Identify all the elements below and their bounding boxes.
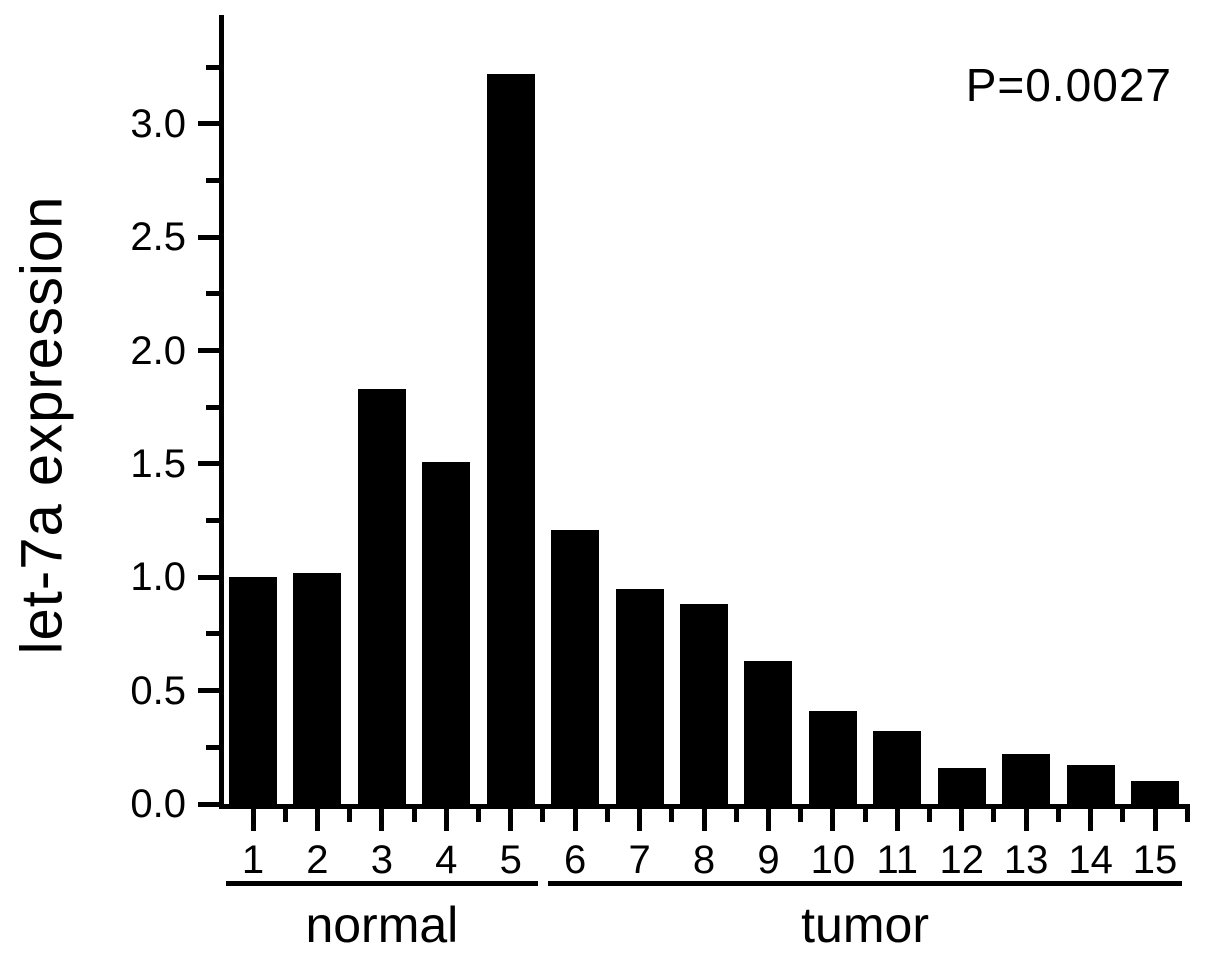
- y-axis-title: let-7a expression: [9, 195, 75, 655]
- bar-sample-9: [744, 661, 793, 804]
- x-minor-tick-mark: [604, 804, 610, 822]
- x-tick-label: 6: [564, 838, 587, 882]
- x-minor-tick-mark: [1055, 804, 1061, 822]
- y-major-tick-mark: [198, 574, 224, 580]
- x-major-tick-mark: [894, 804, 900, 831]
- x-minor-tick-mark: [540, 804, 546, 822]
- y-major-tick-mark: [198, 688, 224, 694]
- x-minor-tick-mark: [282, 804, 288, 822]
- x-major-tick-mark: [1088, 804, 1094, 831]
- y-minor-tick-mark: [206, 178, 224, 183]
- x-major-tick-mark: [1023, 804, 1029, 831]
- bar-sample-11: [873, 731, 922, 804]
- x-tick-label: 5: [499, 838, 522, 882]
- y-tick-label: 3.0: [130, 101, 186, 146]
- x-tick-label: 11: [876, 838, 919, 882]
- x-major-tick-mark: [250, 804, 256, 831]
- bar-sample-13: [1002, 754, 1051, 804]
- x-tick-label: 1: [241, 838, 265, 882]
- x-minor-tick-mark: [862, 804, 868, 822]
- x-tick-label: 15: [1132, 838, 1178, 882]
- x-minor-tick-mark: [991, 804, 997, 822]
- group-label-normal: normal: [305, 897, 459, 953]
- y-minor-tick-mark: [206, 631, 224, 637]
- y-tick-label: 1.0: [130, 555, 186, 600]
- y-major-tick-mark: [198, 121, 224, 127]
- x-tick-label: 7: [628, 838, 651, 882]
- bar-sample-1: [229, 577, 277, 804]
- y-minor-tick-mark: [206, 64, 224, 70]
- bar-sample-5: [486, 73, 535, 804]
- group-label-tumor: tumor: [801, 897, 929, 953]
- x-minor-tick-mark: [798, 804, 804, 822]
- x-major-tick-mark: [379, 804, 385, 831]
- x-major-tick-mark: [572, 804, 578, 831]
- y-minor-tick-mark: [206, 291, 224, 297]
- bar-sample-15: [1131, 781, 1180, 804]
- x-tick-label: 8: [692, 838, 716, 882]
- y-major-tick-mark: [198, 348, 224, 354]
- y-tick-label: 1.5: [130, 441, 186, 486]
- x-tick-label: 10: [810, 838, 856, 882]
- y-minor-tick-mark: [206, 744, 224, 750]
- bar-sample-14: [1066, 765, 1115, 804]
- bar-sample-2: [293, 572, 342, 804]
- x-minor-tick-mark: [476, 804, 481, 822]
- x-minor-tick-mark: [927, 804, 932, 822]
- p-value-annotation: P=0.0027: [965, 59, 1172, 111]
- y-tick-label: 2.0: [130, 328, 186, 373]
- y-major-tick-mark: [198, 461, 224, 467]
- x-major-tick-mark: [443, 804, 449, 831]
- x-tick-label: 2: [306, 838, 329, 882]
- x-major-tick-mark: [701, 804, 707, 831]
- bar-sample-12: [937, 767, 986, 804]
- y-tick-label: 2.5: [130, 215, 186, 260]
- x-minor-tick-mark: [1184, 804, 1190, 822]
- x-minor-tick-mark: [411, 804, 417, 822]
- bar-sample-8: [680, 604, 728, 804]
- y-major-tick-mark: [198, 234, 224, 240]
- x-major-tick-mark: [508, 804, 514, 831]
- x-major-tick-mark: [959, 804, 965, 831]
- y-tick-label: 0.0: [130, 782, 186, 826]
- x-minor-tick-mark: [347, 804, 353, 822]
- x-tick-label: 3: [370, 838, 393, 882]
- x-major-tick-mark: [830, 804, 836, 831]
- x-tick-label: 13: [1003, 838, 1049, 882]
- x-major-tick-mark: [1152, 804, 1158, 831]
- bar-sample-7: [615, 588, 664, 804]
- x-tick-label: 12: [939, 838, 984, 882]
- plot-area: 1 2 3 4 5 6 7 8 9 10 11 12 13 14 15 0.0 0.5 1.0 1.5 2.0 2.5 3…: [130, 15, 1190, 953]
- x-tick-label: 14: [1068, 838, 1113, 882]
- x-major-tick-mark: [314, 804, 320, 831]
- bar-sample-10: [808, 711, 857, 804]
- group-underline-normal: [226, 881, 538, 886]
- x-minor-tick-mark: [1120, 804, 1126, 822]
- x-minor-tick-mark: [733, 804, 739, 822]
- bar-sample-4: [422, 461, 471, 804]
- y-tick-label: 0.5: [130, 668, 186, 713]
- x-minor-tick-mark: [669, 804, 675, 822]
- y-minor-tick-mark: [206, 404, 224, 410]
- x-major-tick-mark: [765, 804, 771, 831]
- x-major-tick-mark: [637, 804, 643, 831]
- group-underline-tumor: [548, 881, 1182, 886]
- bar-sample-3: [357, 389, 406, 804]
- y-minor-tick-mark: [206, 518, 224, 524]
- x-tick-label: 9: [757, 838, 780, 882]
- y-major-tick-mark: [198, 801, 224, 807]
- bar-sample-6: [551, 529, 600, 804]
- x-tick-label: 4: [435, 838, 458, 882]
